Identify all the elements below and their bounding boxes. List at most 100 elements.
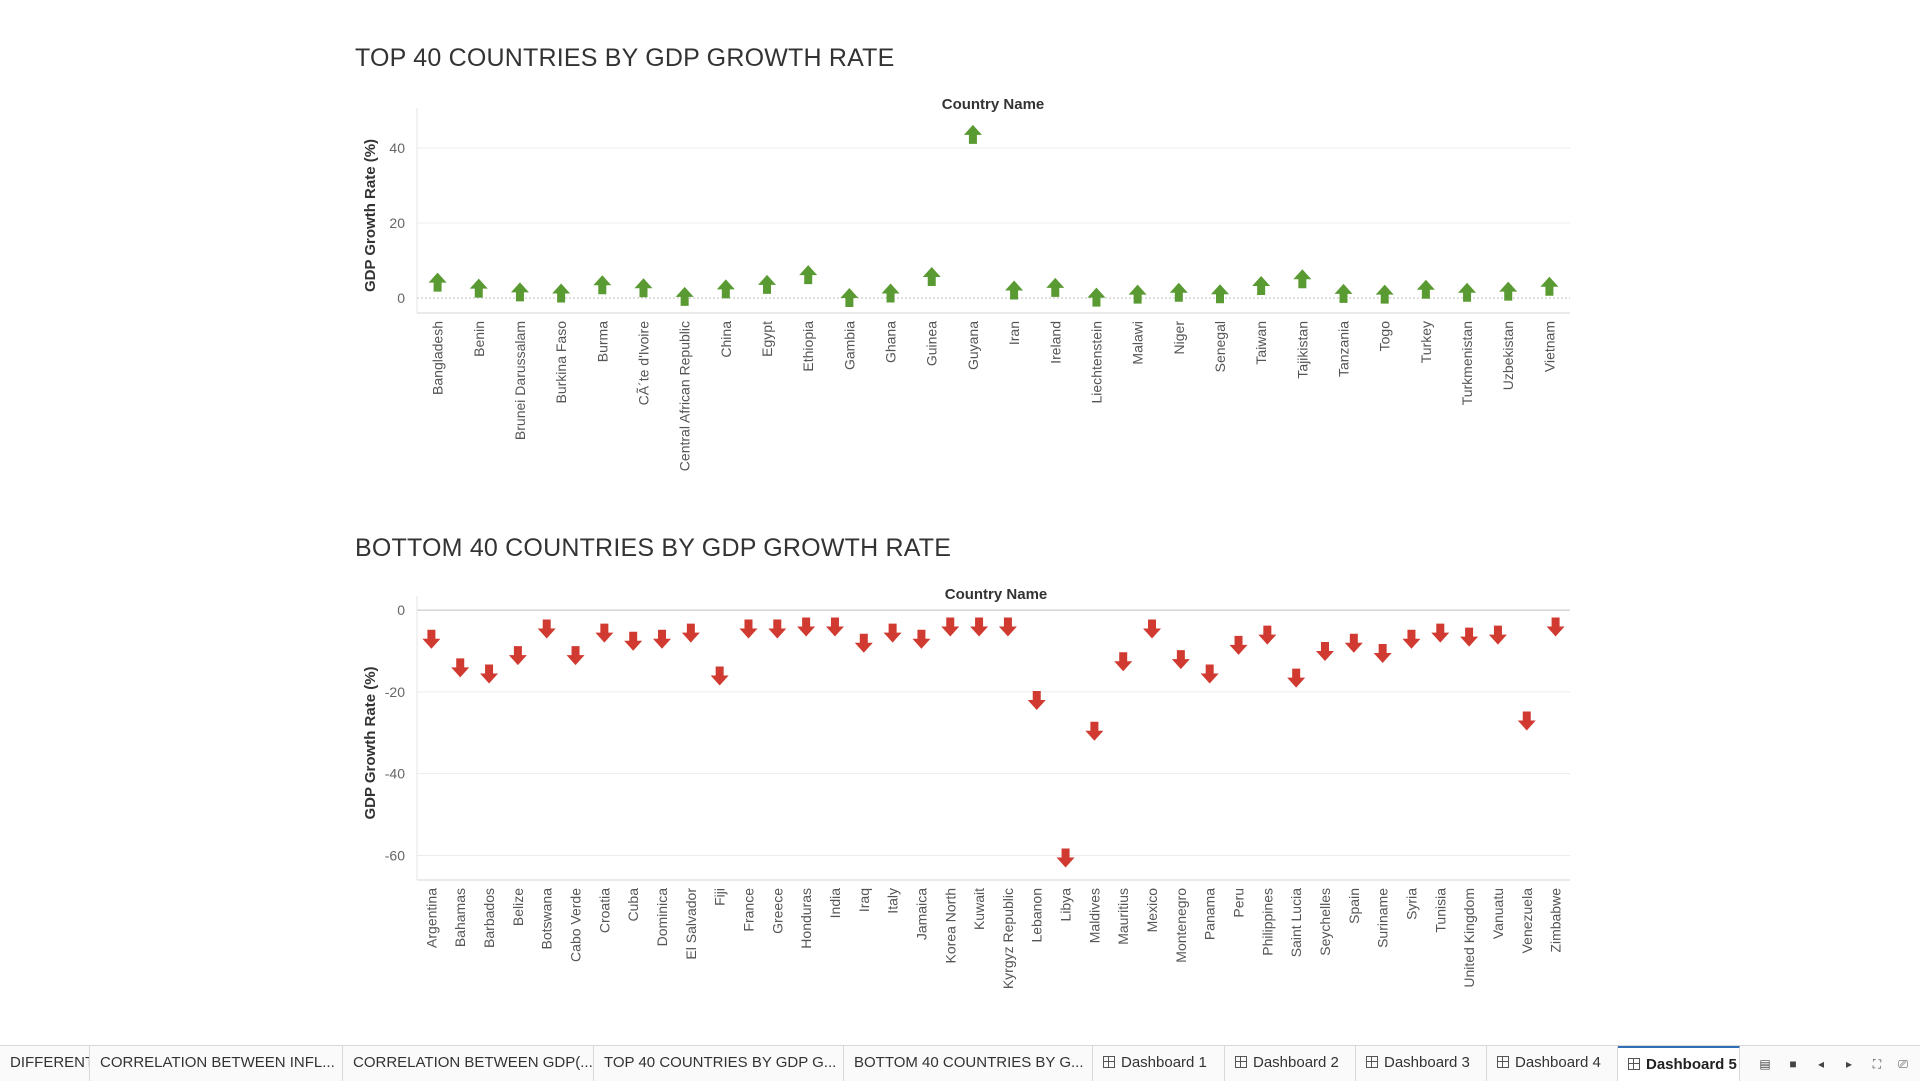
presentation-icon[interactable]: ⎚ xyxy=(1898,1057,1908,1071)
arrow-mark-7[interactable] xyxy=(624,631,643,651)
arrow-mark-23[interactable] xyxy=(1375,284,1394,304)
arrow-mark-20[interactable] xyxy=(1252,276,1271,295)
fullscreen-icon[interactable]: ⛶ xyxy=(1872,1057,1882,1071)
arrow-mark-39[interactable] xyxy=(1546,617,1565,637)
arrow-mark-18[interactable] xyxy=(941,617,960,637)
category-label-9: Ethiopia xyxy=(800,321,816,372)
arrow-mark-8[interactable] xyxy=(653,629,672,649)
arrow-mark-1[interactable] xyxy=(451,658,470,678)
arrow-mark-12[interactable] xyxy=(922,267,941,286)
arrow-mark-16[interactable] xyxy=(1087,287,1106,307)
arrow-mark-25[interactable] xyxy=(1458,282,1477,302)
arrow-mark-15[interactable] xyxy=(1046,277,1065,297)
sheet-tab-7[interactable]: Dashboard 3 xyxy=(1356,1046,1487,1081)
arrow-mark-22[interactable] xyxy=(1056,848,1075,868)
arrow-mark-5[interactable] xyxy=(634,278,653,298)
arrow-mark-28[interactable] xyxy=(1229,635,1248,655)
arrow-mark-13[interactable] xyxy=(963,124,982,144)
arrow-mark-21[interactable] xyxy=(1027,691,1046,711)
arrow-mark-26[interactable] xyxy=(1499,281,1518,301)
arrow-mark-37[interactable] xyxy=(1488,625,1507,645)
arrow-mark-26[interactable] xyxy=(1171,650,1190,670)
arrow-mark-25[interactable] xyxy=(1143,619,1162,639)
sheet-tab-5[interactable]: Dashboard 1 xyxy=(1093,1046,1225,1081)
y-tick-label: 0 xyxy=(397,602,405,618)
category-label-35: Tunisia xyxy=(1432,888,1448,933)
arrow-mark-5[interactable] xyxy=(566,646,585,666)
arrow-mark-0[interactable] xyxy=(422,629,441,649)
arrow-mark-22[interactable] xyxy=(1334,283,1353,303)
arrow-mark-16[interactable] xyxy=(883,623,902,643)
category-label-16: Italy xyxy=(885,888,901,914)
arrow-mark-1[interactable] xyxy=(469,278,488,298)
arrow-mark-14[interactable] xyxy=(1005,280,1024,300)
arrow-mark-15[interactable] xyxy=(854,633,873,653)
arrow-mark-24[interactable] xyxy=(1416,279,1435,299)
arrow-mark-20[interactable] xyxy=(998,617,1017,637)
arrow-mark-3[interactable] xyxy=(552,283,571,303)
arrow-mark-17[interactable] xyxy=(1128,284,1147,304)
single-view-icon[interactable]: ■ xyxy=(1789,1057,1797,1071)
arrow-mark-8[interactable] xyxy=(758,274,777,294)
filmstrip-view-icon[interactable]: ▤ xyxy=(1759,1057,1771,1071)
arrow-mark-36[interactable] xyxy=(1460,627,1479,647)
sheet-tab-9[interactable]: Dashboard 5 xyxy=(1618,1046,1740,1081)
sheet-tab-8[interactable]: Dashboard 4 xyxy=(1487,1046,1618,1081)
arrow-mark-24[interactable] xyxy=(1114,652,1133,672)
category-label-20: Kyrgyz Republic xyxy=(1000,888,1016,989)
arrow-mark-6[interactable] xyxy=(675,286,694,306)
category-label-37: Vanuatu xyxy=(1490,888,1506,939)
arrow-mark-4[interactable] xyxy=(537,619,556,639)
arrow-mark-0[interactable] xyxy=(428,272,447,292)
sheet-tab-0[interactable]: DIFFERENT... xyxy=(0,1046,90,1081)
arrow-mark-31[interactable] xyxy=(1315,641,1334,661)
sheet-tab-2[interactable]: CORRELATION BETWEEN GDP(... xyxy=(343,1046,594,1081)
arrow-mark-33[interactable] xyxy=(1373,644,1392,664)
arrow-mark-10[interactable] xyxy=(840,288,859,307)
category-label-16: Liechtenstein xyxy=(1088,321,1104,404)
arrow-mark-9[interactable] xyxy=(799,265,818,285)
y-tick-label: 0 xyxy=(397,290,405,306)
arrow-mark-19[interactable] xyxy=(1210,284,1229,304)
category-label-4: Burma xyxy=(594,321,610,362)
sheet-tab-label: TOP 40 COUNTRIES BY GDP G... xyxy=(604,1054,837,1071)
arrow-mark-30[interactable] xyxy=(1287,668,1306,688)
arrow-mark-17[interactable] xyxy=(912,629,931,649)
arrow-mark-12[interactable] xyxy=(768,619,787,639)
arrow-mark-21[interactable] xyxy=(1293,269,1312,289)
arrow-mark-6[interactable] xyxy=(595,623,614,643)
category-label-25: Mexico xyxy=(1144,888,1160,933)
arrow-mark-7[interactable] xyxy=(716,279,735,299)
scroll-left-icon[interactable]: ◂ xyxy=(1817,1057,1825,1071)
arrow-mark-9[interactable] xyxy=(681,623,700,643)
arrow-mark-3[interactable] xyxy=(508,646,527,666)
arrow-mark-19[interactable] xyxy=(970,617,989,637)
arrow-mark-23[interactable] xyxy=(1085,721,1104,741)
dashboard-grid-icon xyxy=(1366,1056,1378,1068)
category-label-30: Saint Lucia xyxy=(1288,888,1304,957)
arrow-mark-2[interactable] xyxy=(510,282,529,302)
scroll-right-icon[interactable]: ▸ xyxy=(1845,1057,1853,1071)
arrow-mark-10[interactable] xyxy=(710,666,729,686)
sheet-tab-3[interactable]: TOP 40 COUNTRIES BY GDP G... xyxy=(594,1046,844,1081)
arrow-mark-29[interactable] xyxy=(1258,625,1277,645)
arrow-mark-2[interactable] xyxy=(480,664,499,684)
arrow-mark-4[interactable] xyxy=(593,275,612,295)
sheet-tab-6[interactable]: Dashboard 2 xyxy=(1225,1046,1356,1081)
arrow-mark-38[interactable] xyxy=(1517,711,1536,731)
arrow-mark-11[interactable] xyxy=(881,283,900,303)
arrow-mark-13[interactable] xyxy=(797,617,816,637)
sheet-tab-1[interactable]: CORRELATION BETWEEN INFL... xyxy=(90,1046,343,1081)
arrow-mark-32[interactable] xyxy=(1344,633,1363,653)
category-label-2: Barbados xyxy=(481,888,497,948)
arrow-mark-27[interactable] xyxy=(1540,276,1559,296)
sheet-tab-4[interactable]: BOTTOM 40 COUNTRIES BY G... xyxy=(844,1046,1093,1081)
arrow-mark-11[interactable] xyxy=(739,619,758,639)
arrow-mark-18[interactable] xyxy=(1169,282,1188,302)
category-label-27: Panama xyxy=(1202,888,1218,940)
arrow-mark-27[interactable] xyxy=(1200,664,1219,684)
arrow-mark-14[interactable] xyxy=(825,617,844,637)
arrow-mark-35[interactable] xyxy=(1431,623,1450,643)
arrow-mark-34[interactable] xyxy=(1402,629,1421,649)
sheet-tab-label: CORRELATION BETWEEN GDP(... xyxy=(353,1054,593,1071)
